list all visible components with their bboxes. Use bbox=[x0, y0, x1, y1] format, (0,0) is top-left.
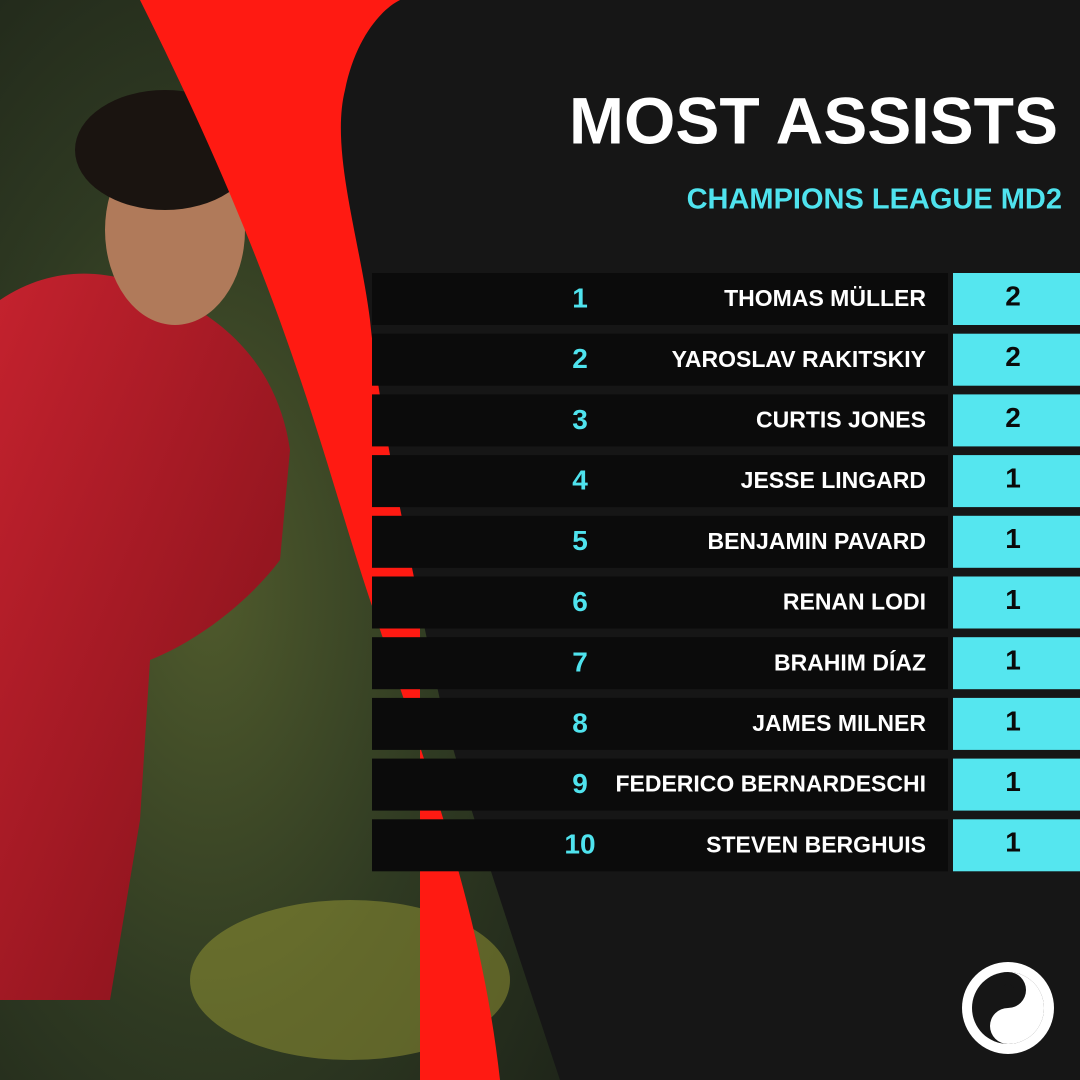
row-bar bbox=[372, 273, 948, 325]
table-row: 1 THOMAS MÜLLER 2 bbox=[372, 273, 1080, 325]
row-bar bbox=[372, 515, 948, 568]
value-box bbox=[953, 758, 1080, 811]
table-row: 4 JESSE LINGARD 1 bbox=[372, 455, 1080, 508]
table-row: 10 STEVEN BERGHUIS 1 bbox=[372, 819, 1080, 872]
assists: 1 bbox=[1005, 705, 1021, 736]
subtitle: CHAMPIONS LEAGUE MD2 bbox=[687, 184, 1062, 216]
rank: 8 bbox=[572, 707, 588, 738]
rank: 2 bbox=[572, 343, 588, 374]
rank: 7 bbox=[572, 647, 588, 678]
player-name: CURTIS JONES bbox=[756, 406, 926, 432]
player-name: FEDERICO BERNARDESCHI bbox=[615, 771, 926, 797]
rank: 3 bbox=[572, 404, 588, 435]
player-name: JESSE LINGARD bbox=[741, 467, 926, 493]
value-box bbox=[953, 576, 1080, 629]
rank: 4 bbox=[572, 464, 588, 495]
rank: 5 bbox=[572, 525, 588, 556]
player-name: YAROSLAV RAKITSKIY bbox=[672, 346, 926, 372]
assists: 1 bbox=[1005, 523, 1021, 554]
assists: 1 bbox=[1005, 645, 1021, 676]
table-row: 6 RENAN LODI 1 bbox=[372, 576, 1080, 629]
rank: 10 bbox=[564, 829, 595, 860]
row-bar bbox=[372, 697, 948, 750]
value-box bbox=[953, 333, 1080, 386]
value-box bbox=[953, 697, 1080, 750]
row-bar bbox=[372, 758, 948, 811]
value-box bbox=[953, 273, 1080, 325]
table-row: 8 JAMES MILNER 1 bbox=[372, 697, 1080, 750]
row-bar bbox=[372, 819, 948, 872]
player-jersey bbox=[0, 273, 290, 1000]
row-bar bbox=[372, 576, 948, 629]
logo bbox=[962, 962, 1054, 1054]
rank: 9 bbox=[572, 768, 588, 799]
table-row: 3 CURTIS JONES 2 bbox=[372, 394, 1080, 447]
table-row: 9 FEDERICO BERNARDESCHI 1 bbox=[372, 758, 1080, 811]
table-row: 5 BENJAMIN PAVARD 1 bbox=[372, 515, 1080, 568]
row-bar bbox=[372, 333, 948, 386]
table-row: 2 YAROSLAV RAKITSKIY 2 bbox=[372, 333, 1080, 386]
player-name: RENAN LODI bbox=[783, 589, 926, 615]
assists: 2 bbox=[1005, 280, 1021, 311]
row-bar bbox=[372, 394, 948, 447]
assists: 1 bbox=[1005, 766, 1021, 797]
rank: 6 bbox=[572, 586, 588, 617]
row-bar bbox=[372, 637, 948, 690]
table-row: 7 BRAHIM DÍAZ 1 bbox=[372, 637, 1080, 690]
player-name: JAMES MILNER bbox=[752, 710, 926, 736]
player-name: BRAHIM DÍAZ bbox=[774, 648, 926, 675]
title: MOST ASSISTS bbox=[569, 83, 1058, 157]
assists: 2 bbox=[1005, 341, 1021, 372]
rank: 1 bbox=[572, 282, 588, 313]
player-name: STEVEN BERGHUIS bbox=[706, 831, 926, 857]
value-box bbox=[953, 515, 1080, 568]
assists: 1 bbox=[1005, 462, 1021, 493]
player-name: BENJAMIN PAVARD bbox=[707, 528, 926, 554]
value-box bbox=[953, 394, 1080, 447]
ranking-table: 1 THOMAS MÜLLER 2 2 YAROSLAV RAKITSKIY 2 3 CURT… bbox=[372, 273, 1080, 872]
row-bar bbox=[372, 455, 948, 508]
assists: 2 bbox=[1005, 402, 1021, 433]
player-name: THOMAS MÜLLER bbox=[724, 285, 926, 311]
assists: 1 bbox=[1005, 827, 1021, 858]
value-box bbox=[953, 637, 1080, 690]
assists: 1 bbox=[1005, 584, 1021, 615]
value-box bbox=[953, 455, 1080, 508]
value-box bbox=[953, 819, 1080, 872]
